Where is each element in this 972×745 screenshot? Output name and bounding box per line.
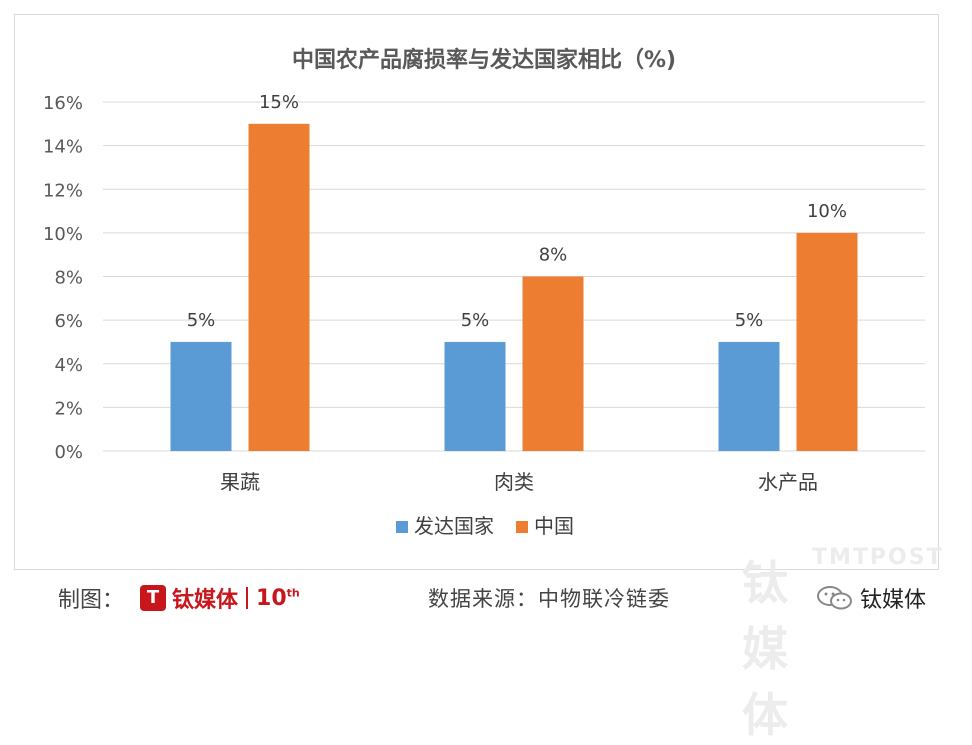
x-tick-label: 肉类 <box>494 470 534 494</box>
legend-label: 发达国家 <box>414 514 494 538</box>
y-tick-label: 4% <box>54 355 83 376</box>
y-tick-label: 2% <box>54 398 83 419</box>
credit-label: 制图： <box>58 588 125 613</box>
legend-swatch <box>516 521 528 533</box>
bar <box>170 341 232 451</box>
y-tick-label: 12% <box>43 180 83 201</box>
bar-chart: 中国农产品腐损率与发达国家相比（%) 0% 2% 4% 6% 8% 10% 12% 14% 16%… <box>43 47 925 538</box>
legend-label: 中国 <box>534 514 574 538</box>
legend-swatch <box>396 521 408 533</box>
anniversary-badge: 10th <box>256 585 300 611</box>
data-label: 5% <box>187 310 216 331</box>
tmtpost-logo-text: 钛媒体 <box>172 588 239 613</box>
y-tick-label: 0% <box>54 442 83 463</box>
bar <box>796 232 858 451</box>
bar <box>444 341 506 451</box>
bar <box>718 341 780 451</box>
watermark-en: TMTPOST <box>812 545 944 570</box>
y-tick-label: 14% <box>43 137 83 158</box>
wechat-icon <box>816 585 854 611</box>
y-tick-label: 10% <box>43 224 83 245</box>
bar <box>248 123 310 451</box>
wechat-account-name: 钛媒体 <box>860 588 927 613</box>
y-tick-label: 16% <box>43 93 83 114</box>
data-label: 5% <box>461 310 490 331</box>
tmtpost-logo: T 钛媒体 10th <box>140 582 300 614</box>
chart-title: 中国农产品腐损率与发达国家相比（%) <box>292 47 676 73</box>
chart-frame: 中国农产品腐损率与发达国家相比（%) 0% 2% 4% 6% 8% 10% 12% 14% 16%… <box>14 14 939 570</box>
watermark-cn: 钛媒体 <box>742 556 788 742</box>
data-label: 15% <box>259 92 299 113</box>
data-source: 数据来源：中物联冷链委 <box>428 587 670 611</box>
credit: 制图： T 钛媒体 10th <box>58 578 300 618</box>
data-label: 5% <box>735 310 764 331</box>
wechat-account: 钛媒体 <box>816 578 926 618</box>
y-tick-label: 8% <box>54 268 83 289</box>
logo-divider <box>246 587 249 609</box>
x-tick-label: 果蔬 <box>220 470 260 494</box>
data-label: 10% <box>807 201 847 222</box>
x-tick-label: 水产品 <box>758 470 818 494</box>
data-label: 8% <box>539 245 568 266</box>
bar <box>522 276 584 451</box>
y-tick-label: 6% <box>54 311 83 332</box>
tmtpost-logo-mark: T <box>140 585 167 611</box>
